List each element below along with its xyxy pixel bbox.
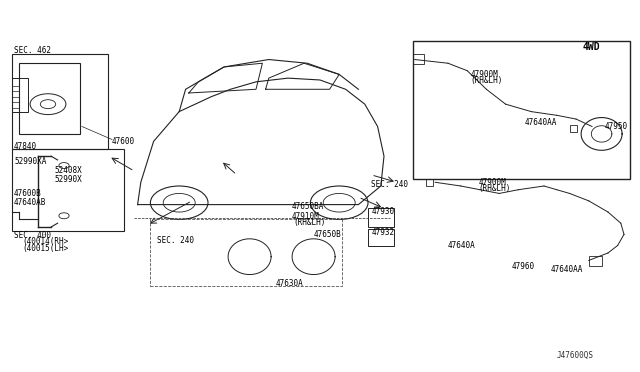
Text: 47932: 47932: [371, 228, 394, 237]
Text: 47600B: 47600B: [14, 189, 42, 198]
Bar: [570, 125, 577, 132]
Text: 47630A: 47630A: [275, 279, 303, 288]
Text: 47910M: 47910M: [291, 212, 319, 221]
Text: 52990XA: 52990XA: [14, 157, 47, 166]
Bar: [12, 78, 28, 112]
Text: 47900M: 47900M: [470, 70, 498, 79]
Bar: [12, 149, 124, 231]
Bar: [150, 219, 342, 286]
Text: 47840: 47840: [14, 142, 37, 151]
Text: (40014(RH>: (40014(RH>: [22, 237, 68, 246]
Text: 47650BA: 47650BA: [291, 202, 324, 211]
Bar: [426, 179, 433, 186]
Text: SEC. 400: SEC. 400: [14, 231, 51, 240]
Text: 52408X: 52408X: [54, 166, 82, 174]
Text: 47650B: 47650B: [314, 230, 341, 239]
Bar: [413, 54, 424, 64]
Text: SEC. 240: SEC. 240: [157, 236, 194, 245]
Text: 4WD: 4WD: [582, 42, 600, 51]
Bar: [368, 208, 394, 227]
Text: 47640A: 47640A: [448, 241, 476, 250]
Text: 47600: 47600: [112, 137, 135, 146]
Text: SEC. 462: SEC. 462: [14, 46, 51, 55]
Text: SEC. 240: SEC. 240: [371, 180, 408, 189]
Text: 47950: 47950: [605, 122, 628, 131]
Bar: [12, 54, 108, 149]
Text: (RH&LH): (RH&LH): [479, 184, 511, 193]
Text: 52990X: 52990X: [54, 175, 82, 184]
Bar: [368, 229, 394, 246]
Text: (40015(LH>: (40015(LH>: [22, 244, 68, 253]
Text: (RH&LH): (RH&LH): [470, 76, 503, 85]
Bar: [589, 256, 602, 266]
Text: 47900M: 47900M: [479, 178, 506, 187]
Text: 47640AB: 47640AB: [14, 198, 47, 207]
Bar: [19, 63, 80, 134]
Text: 47640AA: 47640AA: [525, 118, 557, 126]
Text: 47960: 47960: [512, 262, 535, 271]
Text: J47600QS: J47600QS: [557, 351, 594, 360]
Bar: [413, 41, 630, 179]
Text: 47930: 47930: [371, 207, 394, 216]
Text: 47640AA: 47640AA: [550, 265, 583, 274]
Text: (RH&LH): (RH&LH): [293, 218, 326, 227]
